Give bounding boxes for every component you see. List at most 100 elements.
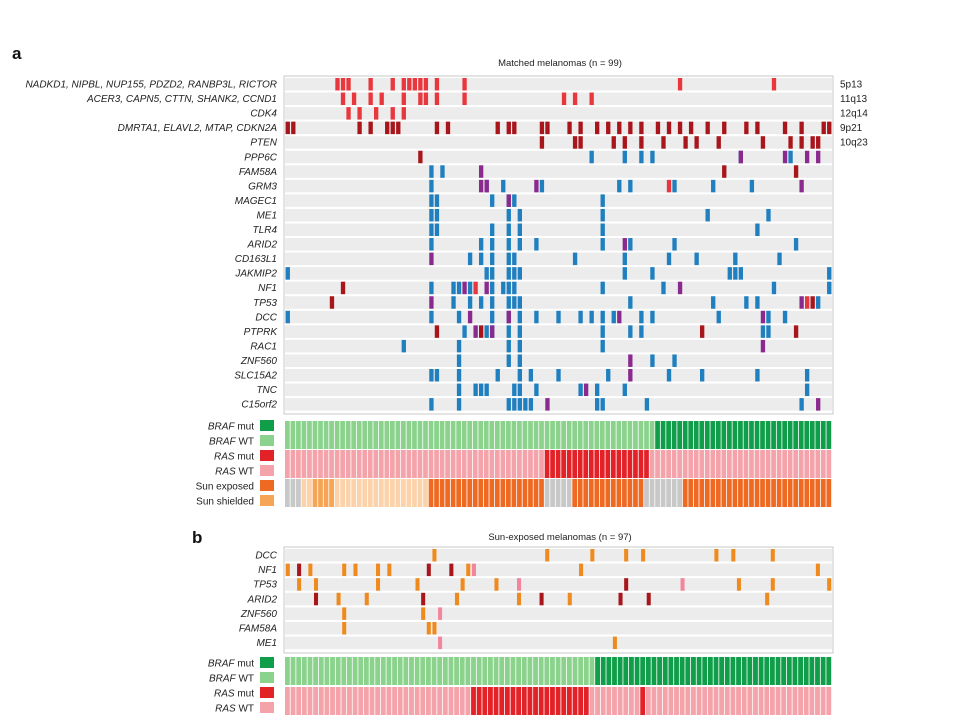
alteration-mark-orange bbox=[308, 563, 313, 577]
clinical-cell-braf bbox=[809, 421, 815, 449]
alteration-mark-missense bbox=[506, 252, 511, 266]
clinical-cell-braf bbox=[285, 657, 290, 685]
alteration-mark-missense bbox=[733, 252, 738, 266]
alteration-mark-missense bbox=[501, 281, 506, 295]
alteration-mark-orange bbox=[590, 549, 595, 562]
clinical-cell-braf bbox=[351, 421, 357, 449]
clinical-cell-braf bbox=[522, 421, 528, 449]
alteration-mark-deletion bbox=[357, 121, 362, 135]
alteration-mark-deletion bbox=[624, 578, 629, 591]
clinical-cell-braf bbox=[749, 421, 754, 449]
alteration-mark-missense bbox=[467, 281, 473, 295]
alteration-mark-missense bbox=[456, 310, 462, 324]
alteration-mark-missense bbox=[401, 339, 406, 353]
alteration-mark-deletion bbox=[622, 136, 627, 149]
clinical-cell-ras bbox=[633, 450, 638, 478]
clinical-cell-sun bbox=[727, 479, 732, 507]
clinical-cell-braf bbox=[323, 421, 329, 449]
clinical-cell-braf bbox=[313, 657, 319, 685]
clinical-cell-sun bbox=[290, 479, 296, 507]
alteration-mark-missense bbox=[434, 194, 440, 207]
clinical-cell-ras bbox=[425, 687, 431, 715]
alteration-mark-amplification bbox=[418, 78, 423, 91]
annotation-status: WT bbox=[236, 437, 254, 448]
alteration-mark-missense bbox=[600, 194, 605, 207]
clinical-cell-ras bbox=[599, 450, 605, 478]
clinical-cell-sun bbox=[456, 479, 462, 507]
alteration-mark-truncating bbox=[738, 150, 743, 164]
clinical-cell-braf bbox=[389, 421, 395, 449]
alteration-mark-missense bbox=[793, 238, 799, 251]
alteration-mark-orange bbox=[494, 578, 499, 591]
legend-swatch-ras_mut bbox=[260, 687, 274, 698]
gene-label: NF1 bbox=[258, 283, 277, 294]
row-bg bbox=[285, 78, 832, 91]
alteration-mark-missense bbox=[490, 267, 495, 280]
alteration-mark-missense bbox=[617, 179, 622, 193]
clinical-cell-ras bbox=[754, 450, 760, 478]
row-bg bbox=[285, 194, 832, 207]
gene-label: ARID2 bbox=[247, 594, 278, 605]
clinical-cell-ras bbox=[384, 450, 390, 478]
clinical-cell-braf bbox=[500, 421, 506, 449]
panel-b-alteration-marks bbox=[285, 549, 832, 650]
gene-label: ARID2 bbox=[247, 240, 278, 251]
clinical-cell-sun bbox=[301, 479, 307, 507]
gene-label: NADKD1, NIPBL, NUP155, PDZD2, RANBP3L, R… bbox=[25, 80, 277, 91]
clinical-cell-braf bbox=[340, 421, 345, 449]
alteration-mark-missense bbox=[639, 310, 644, 324]
clinical-cell-braf bbox=[373, 421, 379, 449]
clinical-cell-ras bbox=[434, 450, 439, 478]
clinical-cell-ras bbox=[539, 450, 544, 478]
annotation-label: RAS mut bbox=[214, 452, 254, 463]
alteration-mark-missense bbox=[777, 252, 782, 266]
clinical-cell-braf bbox=[685, 657, 691, 685]
alteration-mark-missense bbox=[755, 296, 760, 309]
clinical-cell-braf bbox=[378, 421, 384, 449]
clinical-cell-sun bbox=[616, 479, 622, 507]
row-bg bbox=[285, 578, 832, 591]
clinical-cell-sun bbox=[610, 479, 616, 507]
alteration-mark-missense bbox=[506, 325, 511, 338]
clinical-cell-ras bbox=[437, 687, 443, 715]
clinical-cell-braf bbox=[511, 421, 517, 449]
alteration-mark-orange bbox=[426, 622, 431, 635]
clinical-cell-braf bbox=[758, 657, 764, 685]
clinical-cell-braf bbox=[358, 657, 364, 685]
clinical-cell-braf bbox=[691, 657, 696, 685]
alteration-mark-orange bbox=[545, 549, 550, 562]
clinical-cell-sun bbox=[478, 479, 484, 507]
panel-a-cytoband-labels: 5p13 11q13 12q14 9p21 10q23 bbox=[840, 80, 868, 149]
alteration-mark-missense bbox=[749, 179, 755, 193]
alteration-mark-missense bbox=[600, 310, 605, 324]
annotation-gene: RAS bbox=[215, 467, 236, 478]
clinical-cell-sun bbox=[798, 479, 804, 507]
clinical-cell-ras bbox=[572, 687, 578, 715]
row-bg bbox=[285, 107, 832, 120]
clinical-cell-braf bbox=[550, 657, 555, 685]
clinical-cell-sun bbox=[389, 479, 395, 507]
alteration-mark-orange bbox=[454, 592, 460, 606]
clinical-cell-ras bbox=[533, 687, 538, 715]
alteration-mark-deletion bbox=[539, 136, 545, 149]
alteration-mark-missense bbox=[771, 281, 777, 295]
clinical-cell-sun bbox=[638, 479, 644, 507]
clinical-cell-ras bbox=[499, 687, 505, 715]
alteration-mark-truncating bbox=[490, 325, 495, 338]
clinical-cell-braf bbox=[738, 421, 743, 449]
clinical-cell-braf bbox=[307, 421, 312, 449]
clinical-cell-braf bbox=[345, 421, 351, 449]
annotation-status: WT bbox=[236, 467, 254, 478]
alteration-mark-missense bbox=[622, 383, 627, 397]
alteration-mark-missense bbox=[429, 398, 434, 411]
clinical-cell-sun bbox=[500, 479, 506, 507]
alteration-mark-amplification bbox=[390, 78, 395, 91]
legend-swatch-sun_shielded bbox=[260, 495, 274, 506]
clinical-cell-ras bbox=[330, 687, 335, 715]
clinical-cell-ras bbox=[341, 687, 347, 715]
alteration-mark-missense bbox=[622, 252, 627, 266]
clinical-cell-ras bbox=[550, 450, 555, 478]
clinical-cell-braf bbox=[651, 657, 657, 685]
clinical-cell-braf bbox=[815, 421, 821, 449]
clinical-cell-braf bbox=[595, 657, 600, 685]
